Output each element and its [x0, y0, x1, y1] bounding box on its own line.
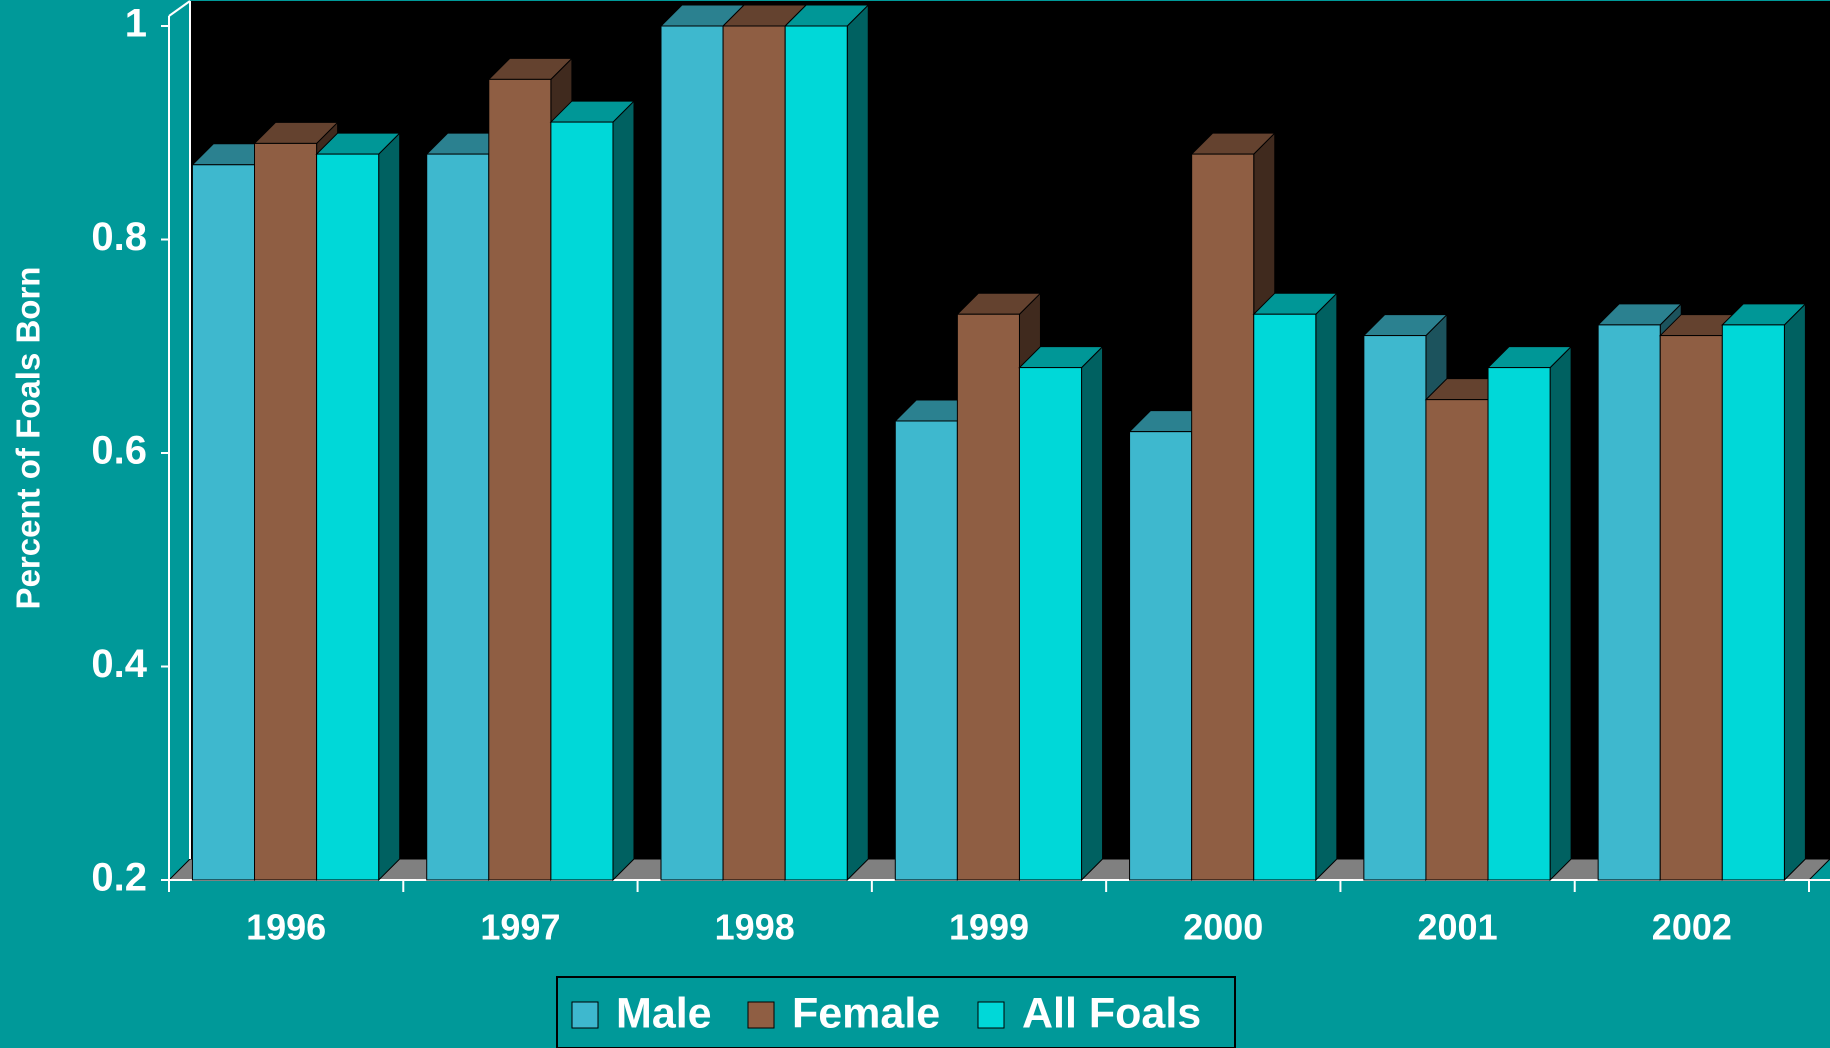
bar-front [1018, 367, 1083, 881]
x-tick-label: 1999 [949, 907, 1029, 948]
x-tick-label: 1997 [480, 907, 560, 948]
y-tick-label: 1 [125, 2, 147, 46]
bar [783, 3, 870, 882]
bar-side [1783, 302, 1806, 882]
bar-front [1425, 399, 1489, 881]
bar [1252, 292, 1339, 882]
legend-swatch [747, 1001, 775, 1029]
bar-front [254, 142, 318, 881]
bar-side [1315, 292, 1338, 882]
bar-front [722, 25, 786, 881]
bar-side [846, 3, 869, 882]
axis-corner [168, 0, 191, 17]
bar-front [784, 25, 848, 881]
legend-swatch [571, 1001, 599, 1029]
bar [315, 131, 401, 882]
legend-label: Male [616, 989, 712, 1037]
bar-side [378, 131, 401, 882]
bar-front [956, 313, 1020, 881]
bar-front [1721, 324, 1785, 881]
bar [1018, 345, 1104, 882]
bar-front [1129, 431, 1193, 881]
x-tick-label: 2000 [1183, 907, 1263, 948]
bar-front [488, 78, 552, 881]
y-axis-label: Percent of Foals Born [10, 267, 47, 610]
bar-front [1659, 335, 1723, 881]
bar-front [1253, 313, 1317, 881]
bar-front [1191, 153, 1255, 881]
bar-side [1081, 345, 1104, 882]
legend-box [556, 976, 1236, 1048]
legend-label: Female [792, 989, 940, 1037]
bar-front [660, 25, 724, 881]
bar [1721, 302, 1807, 882]
bar-side [1549, 345, 1572, 882]
x-tick-label: 2002 [1652, 907, 1732, 948]
y-tick-label: 0.4 [91, 642, 147, 686]
y-tick-label: 0.2 [91, 856, 147, 900]
bar-front [1487, 367, 1551, 881]
bar-front [191, 164, 256, 881]
bar-side [612, 99, 635, 882]
x-tick-label: 1996 [246, 907, 326, 948]
bar-front [1597, 324, 1661, 881]
bar-front [894, 420, 958, 881]
y-tick-label: 0.6 [91, 429, 147, 473]
y-tick-label: 0.8 [91, 215, 147, 259]
bar [549, 99, 636, 882]
legend-label: All Foals [1022, 989, 1201, 1037]
legend-swatch [977, 1001, 1005, 1029]
x-tick-label: 2001 [1418, 907, 1498, 948]
x-tick-label: 1998 [715, 907, 795, 948]
bar [1486, 345, 1573, 882]
bar-front [316, 153, 380, 881]
bar-front [550, 121, 614, 881]
bar-front [1363, 335, 1427, 881]
bar-front [426, 153, 490, 881]
